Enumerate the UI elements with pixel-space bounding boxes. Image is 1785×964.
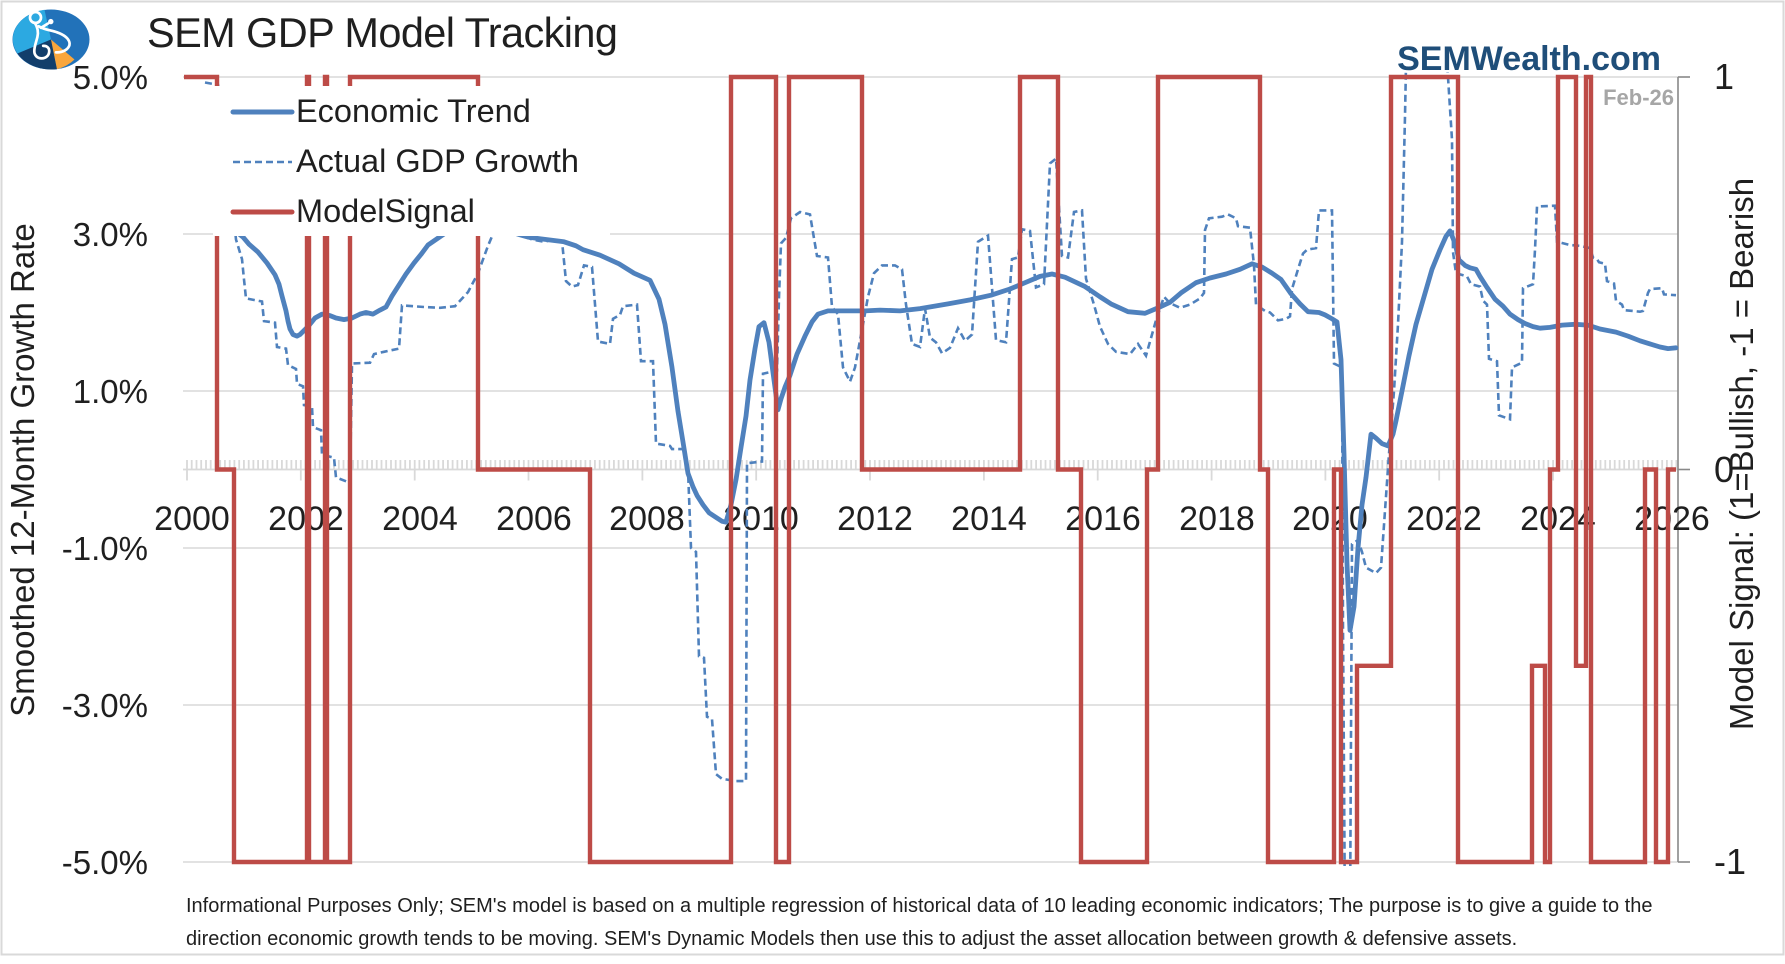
svg-text:2020: 2020 [1292, 500, 1368, 538]
svg-text:direction economic growth tend: direction economic growth tends to be mo… [186, 928, 1517, 950]
svg-text:Model Signal: (1=Bullish, -1 =: Model Signal: (1=Bullish, -1 = Bearish [1723, 178, 1760, 730]
svg-text:Economic Trend: Economic Trend [296, 93, 531, 129]
svg-text:Informational Purposes Only; S: Informational Purposes Only; SEM's model… [186, 895, 1652, 917]
svg-text:1.0%: 1.0% [73, 373, 148, 410]
svg-text:2000: 2000 [154, 500, 230, 538]
svg-text:SEMWealth.com: SEMWealth.com [1397, 40, 1661, 78]
svg-text:5.0%: 5.0% [73, 59, 148, 96]
svg-text:2024: 2024 [1520, 500, 1596, 538]
svg-text:2012: 2012 [837, 500, 913, 538]
svg-text:2010: 2010 [723, 500, 799, 538]
svg-text:2022: 2022 [1406, 500, 1482, 538]
svg-text:Feb-26: Feb-26 [1603, 85, 1674, 110]
svg-text:2016: 2016 [1065, 500, 1141, 538]
svg-text:ModelSignal: ModelSignal [296, 193, 475, 229]
svg-text:Smoothed 12-Month Growth Rate: Smoothed 12-Month Growth Rate [4, 223, 41, 716]
svg-text:-1: -1 [1714, 841, 1746, 882]
svg-text:2008: 2008 [609, 500, 685, 538]
svg-text:0: 0 [1714, 449, 1734, 490]
svg-text:Actual GDP Growth: Actual GDP Growth [296, 143, 579, 179]
svg-text:-5.0%: -5.0% [62, 844, 148, 881]
svg-text:-1.0%: -1.0% [62, 530, 148, 567]
svg-text:2004: 2004 [382, 500, 458, 538]
svg-text:2018: 2018 [1179, 500, 1255, 538]
svg-text:-3.0%: -3.0% [62, 687, 148, 724]
svg-text:3.0%: 3.0% [73, 216, 148, 253]
svg-text:2014: 2014 [951, 500, 1027, 538]
svg-text:1: 1 [1714, 56, 1734, 97]
svg-text:2006: 2006 [496, 500, 572, 538]
svg-text:SEM GDP Model Tracking: SEM GDP Model Tracking [147, 9, 617, 56]
